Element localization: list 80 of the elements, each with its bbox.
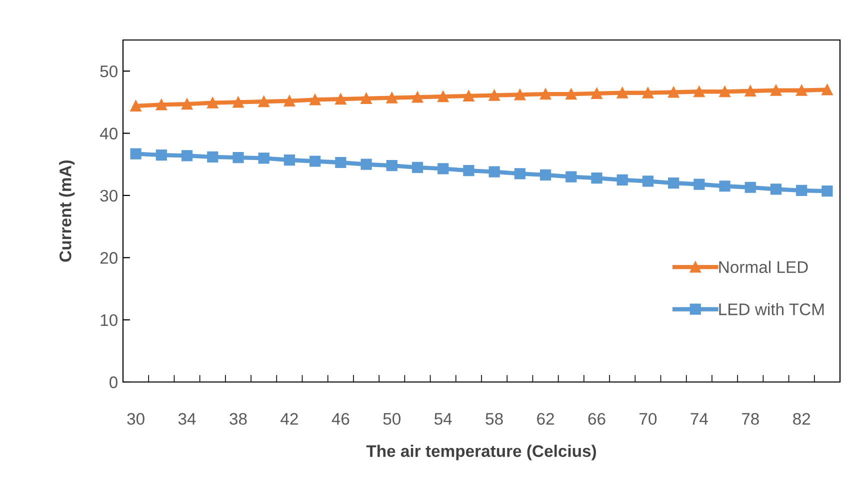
point — [616, 174, 628, 186]
point — [181, 98, 193, 110]
x-tick-label: 66 — [588, 412, 606, 425]
point — [822, 84, 833, 96]
point — [360, 158, 372, 170]
point — [616, 87, 628, 98]
point — [232, 152, 244, 164]
x-tick-label: 82 — [793, 412, 810, 425]
point — [360, 92, 372, 104]
x-tick-label: 38 — [230, 412, 247, 425]
y-tick-label: 20 — [100, 252, 118, 264]
point — [335, 156, 346, 168]
point — [310, 156, 321, 167]
point — [130, 148, 142, 160]
point — [284, 154, 295, 166]
point — [744, 182, 756, 193]
y-tick-label: 10 — [100, 314, 118, 326]
point — [719, 86, 730, 98]
point — [412, 162, 424, 174]
point — [258, 152, 270, 164]
y-tick-label: 30 — [100, 190, 118, 202]
point — [719, 180, 730, 192]
point — [668, 86, 680, 98]
point — [181, 150, 193, 162]
point — [463, 165, 474, 176]
point — [514, 89, 526, 100]
point — [770, 184, 782, 195]
point — [514, 168, 526, 180]
x-tick-label: 50 — [383, 412, 400, 425]
x-axis-title: The air temperature (Celcius) — [366, 444, 596, 460]
x-tick-label: 46 — [332, 412, 350, 425]
point — [232, 96, 244, 108]
point — [540, 88, 552, 100]
y-tick-label: 50 — [100, 65, 118, 78]
point — [642, 87, 654, 98]
x-tick-label: 58 — [486, 412, 503, 425]
point — [207, 97, 218, 108]
point — [310, 94, 321, 106]
point — [463, 90, 474, 102]
point — [668, 177, 680, 189]
y-tick-label: 0 — [110, 376, 118, 388]
point — [207, 151, 218, 162]
point — [796, 184, 808, 196]
point — [335, 94, 346, 105]
point — [386, 92, 398, 104]
point — [284, 95, 295, 106]
point — [591, 172, 602, 184]
point — [642, 176, 654, 187]
legend-label: LED with TCM — [719, 302, 824, 316]
point — [566, 88, 577, 100]
x-tick-label: 54 — [434, 413, 452, 425]
y-axis-title: Current (mA) — [59, 160, 75, 262]
legend-label: Normal LED — [719, 260, 808, 274]
point — [156, 99, 167, 110]
y-tick-label: 40 — [100, 128, 118, 140]
x-tick-label: 34 — [178, 412, 196, 425]
point — [566, 171, 577, 182]
point — [540, 169, 552, 180]
point — [591, 88, 602, 100]
point — [488, 166, 500, 178]
x-tick-label: 78 — [742, 412, 759, 425]
point — [412, 92, 424, 103]
x-tick-label: 30 — [127, 412, 144, 425]
x-tick-label: 70 — [640, 412, 657, 425]
point — [694, 86, 705, 98]
point — [694, 178, 705, 190]
point — [130, 100, 142, 112]
point — [744, 85, 756, 97]
point — [438, 163, 449, 174]
x-tick-label: 62 — [537, 412, 554, 425]
point — [488, 90, 500, 101]
point — [258, 96, 270, 108]
x-tick-label: 74 — [690, 413, 708, 425]
point — [156, 149, 167, 161]
point — [386, 160, 398, 172]
point — [438, 91, 449, 102]
point — [770, 84, 782, 96]
point — [796, 84, 808, 96]
point — [822, 186, 833, 197]
x-tick-label: 42 — [280, 412, 298, 425]
